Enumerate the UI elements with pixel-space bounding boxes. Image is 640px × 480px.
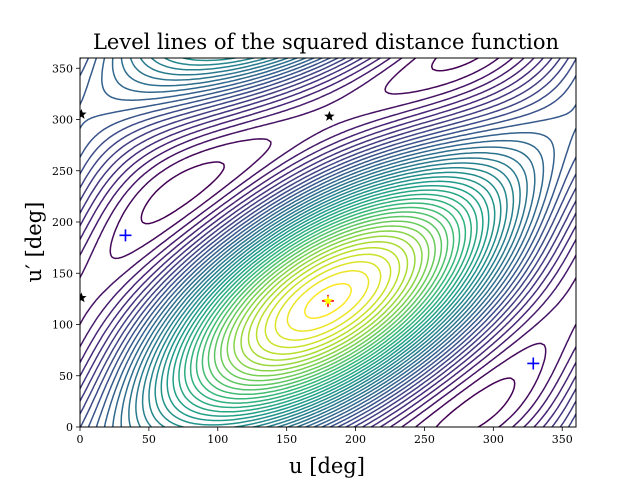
y-tick-label: 0 xyxy=(66,421,73,434)
contour-line xyxy=(160,176,496,426)
contour-line xyxy=(128,58,528,427)
contour-line xyxy=(240,235,416,367)
x-tick-label: 250 xyxy=(414,433,435,446)
x-axis-label: u [deg] xyxy=(289,454,365,478)
contour-line xyxy=(220,220,436,382)
x-tick-label: 100 xyxy=(207,433,228,446)
contour-line xyxy=(111,58,545,427)
x-tick-label: 0 xyxy=(77,433,84,446)
minimum-plus-marker xyxy=(119,229,132,242)
y-tick-label: 250 xyxy=(52,165,73,178)
contour-line xyxy=(80,58,576,427)
critical-point-markers xyxy=(80,108,540,370)
contour-line xyxy=(80,58,576,427)
y-tick-label: 200 xyxy=(52,216,73,229)
contour-line xyxy=(166,180,490,422)
x-axis-ticks: 0 50 100 150 200 250 300 350 xyxy=(77,427,573,446)
contour-line xyxy=(184,193,472,409)
y-axis-ticks: 0 50 100 150 200 250 300 350 xyxy=(52,62,80,434)
chart-title: Level lines of the squared distance func… xyxy=(93,30,559,54)
y-tick-label: 100 xyxy=(52,319,73,332)
contour-line xyxy=(80,58,576,427)
contour-line xyxy=(80,58,576,427)
contour-line xyxy=(195,202,461,400)
contour-lines xyxy=(80,58,576,427)
contour-line xyxy=(172,184,484,417)
saddle-star-marker xyxy=(324,110,335,121)
x-tick-label: 150 xyxy=(276,433,297,446)
x-tick-label: 300 xyxy=(483,433,504,446)
contour-line xyxy=(80,58,576,427)
y-tick-label: 50 xyxy=(59,370,73,383)
plot-frame xyxy=(79,57,577,428)
contour-line xyxy=(80,58,576,427)
y-tick-label: 350 xyxy=(52,62,73,75)
contour-line xyxy=(201,206,455,396)
contour-line xyxy=(140,58,516,427)
contour-line xyxy=(286,270,370,332)
contour-line xyxy=(189,197,467,404)
saddle-star-marker xyxy=(80,292,87,303)
x-tick-label: 200 xyxy=(345,433,366,446)
y-axis-label: u′ [deg] xyxy=(22,202,46,283)
contour-line xyxy=(80,58,576,427)
contour-line xyxy=(226,225,430,377)
maximum-star-marker xyxy=(322,295,334,306)
contour-line xyxy=(101,58,555,427)
contour-line xyxy=(178,189,478,413)
contour-line xyxy=(304,282,353,319)
contour-line xyxy=(247,241,409,361)
contour-line xyxy=(141,58,515,427)
contour-line xyxy=(80,58,576,427)
x-tick-label: 50 xyxy=(142,433,156,446)
contour-line xyxy=(255,247,401,355)
x-tick-label: 350 xyxy=(552,433,573,446)
minimum-plus-marker xyxy=(527,357,540,370)
contour-line xyxy=(80,58,576,427)
contour-line xyxy=(80,58,576,427)
contour-line xyxy=(213,215,443,387)
contour-line xyxy=(135,58,521,427)
contour-line xyxy=(233,230,423,372)
y-tick-label: 300 xyxy=(52,114,73,127)
contour-line xyxy=(154,58,502,427)
contour-line xyxy=(120,58,536,427)
contour-line xyxy=(207,211,449,391)
saddle-star-marker xyxy=(80,108,87,119)
contour-line xyxy=(148,58,508,427)
contour-line xyxy=(274,261,382,341)
y-tick-label: 150 xyxy=(52,267,73,280)
contour-line xyxy=(264,253,392,349)
contour-line xyxy=(109,58,547,427)
